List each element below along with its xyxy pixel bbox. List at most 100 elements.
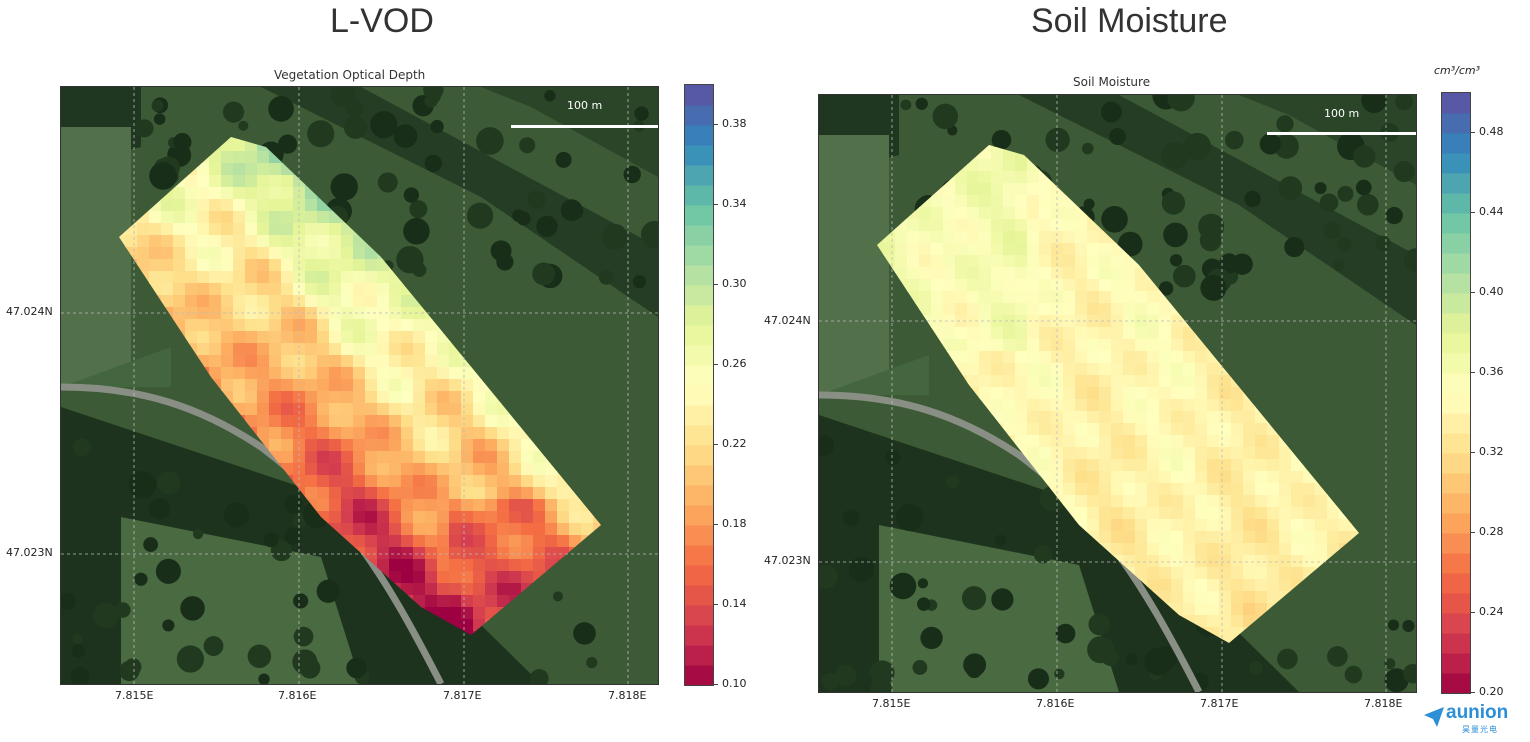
sm-heatmap-cell (1291, 495, 1304, 508)
vod-tree (268, 96, 294, 122)
vod-heatmap-cell (353, 427, 366, 440)
sm-heatmap-cell (1159, 351, 1172, 364)
vod-heatmap-cell (545, 523, 558, 536)
vod-heatmap-cell (353, 475, 366, 488)
sm-heatmap-cell (1015, 207, 1028, 220)
sm-heatmap-cell (1195, 387, 1208, 400)
sm-heatmap-cell (1207, 423, 1220, 436)
sm-heatmap-cell (1087, 447, 1100, 460)
sm-heatmap-cell (1159, 387, 1172, 400)
vod-heatmap-cell (269, 271, 282, 284)
vod-tree (346, 657, 367, 679)
sm-heatmap-cell (1207, 615, 1220, 628)
sm-heatmap-cell (1051, 483, 1064, 496)
vod-heatmap-cell (119, 235, 126, 248)
sm-heatmap-cell (1303, 507, 1316, 520)
vod-heatmap-cell (365, 271, 378, 284)
sm-heatmap-cell (1003, 351, 1016, 364)
vod-heatmap-cell (449, 535, 462, 548)
vod-heatmap-cell (245, 199, 258, 212)
vod-heatmap-cell (269, 403, 282, 416)
sm-heatmap-cell (895, 267, 908, 280)
vod-heatmap-cell (473, 403, 486, 416)
sm-heatmap-cell (1075, 315, 1088, 328)
vod-heatmap-cell (257, 295, 270, 308)
vod-heatmap-cell (437, 559, 450, 572)
vod-tree (70, 666, 90, 684)
sm-heatmap-cell (1051, 231, 1064, 244)
sm-heatmap-cell (943, 219, 956, 232)
vod-heatmap-cell (173, 295, 186, 308)
sm-heatmap-cell (1159, 447, 1172, 460)
sm-heatmap-cell (931, 231, 944, 244)
sm-tree (1284, 236, 1305, 258)
sm-heatmap-cell (991, 387, 1004, 400)
sm-heatmap-cell (907, 267, 920, 280)
sm-heatmap-cell (1255, 555, 1268, 568)
sm-heatmap-cell (1171, 495, 1184, 508)
sm-heatmap-cell (1159, 495, 1172, 508)
sm-heatmap-cell (1039, 435, 1052, 448)
vod-heatmap-cell (341, 379, 354, 392)
vod-heatmap-cell (461, 391, 474, 404)
sm-tree (1158, 281, 1174, 296)
sm-heatmap-cell (1159, 411, 1172, 424)
vod-heatmap-cell (341, 463, 354, 476)
vod-heatmap-cell (305, 283, 318, 296)
vod-heatmap-cell (161, 235, 174, 248)
vod-heatmap-cell (425, 535, 438, 548)
vod-heatmap-cell (461, 439, 474, 452)
sm-tree (1384, 658, 1396, 670)
vod-heatmap-cell (233, 235, 246, 248)
sm-colorbar-tickmark (1470, 291, 1475, 293)
sm-heatmap-cell (1087, 519, 1100, 532)
sm-heatmap-cell (1231, 459, 1244, 472)
sm-heatmap-cell (1171, 339, 1184, 352)
vod-heatmap-cell (533, 523, 546, 536)
vod-colorbar-tick: 0.38 (722, 117, 747, 130)
vod-heatmap-cell (329, 307, 342, 320)
sm-heatmap-cell (967, 351, 980, 364)
sm-heatmap-cell (1111, 291, 1124, 304)
sm-heatmap-cell (1231, 411, 1244, 424)
vod-heatmap-cell (485, 583, 498, 596)
vod-heatmap-cell (209, 187, 222, 200)
vod-heatmap-cell (473, 463, 486, 476)
sm-heatmap-cell (979, 219, 992, 232)
vod-heatmap-cell (509, 559, 522, 572)
vod-heatmap-cell (353, 307, 366, 320)
sm-heatmap-cell (1051, 315, 1064, 328)
sm-heatmap-cell (1207, 543, 1220, 556)
sm-tree (966, 662, 983, 679)
vod-heatmap-cell (317, 247, 330, 260)
sm-heatmap-cell (1063, 483, 1076, 496)
vod-heatmap-cell (461, 499, 474, 512)
vod-colorbar-tick: 0.22 (722, 437, 747, 450)
sm-heatmap-cell (1231, 543, 1244, 556)
sm-heatmap-cell (1111, 435, 1124, 448)
vod-colorbar-band (685, 445, 713, 466)
sm-tree (1395, 95, 1413, 111)
sm-heatmap-cell (1075, 411, 1088, 424)
vod-colorbar-tickmark (713, 443, 718, 445)
vod-heatmap-cell (437, 607, 450, 620)
sm-heatmap-cell (1063, 399, 1076, 412)
vod-heatmap-cell (245, 331, 258, 344)
vod-heatmap-cell (437, 451, 450, 464)
vod-heatmap-cell (461, 535, 474, 548)
vod-heatmap-cell (401, 487, 414, 500)
sm-x-tick: 7.815E (872, 697, 911, 710)
vod-tree (115, 602, 131, 618)
sm-heatmap-cell (991, 363, 1004, 376)
vod-heatmap-cell (305, 451, 318, 464)
sm-heatmap-cell (919, 303, 932, 316)
vod-heatmap-cell (557, 487, 570, 500)
vod-heatmap-cell (221, 235, 234, 248)
sm-heatmap-cell (1243, 507, 1256, 520)
sm-heatmap-cell (1039, 255, 1052, 268)
vod-heatmap-cell (281, 319, 294, 332)
vod-heatmap-cell (449, 355, 462, 368)
sm-heatmap-cell (1183, 495, 1196, 508)
sm-colorbar-band (1442, 673, 1470, 693)
vod-big-title: L-VOD (330, 2, 434, 40)
